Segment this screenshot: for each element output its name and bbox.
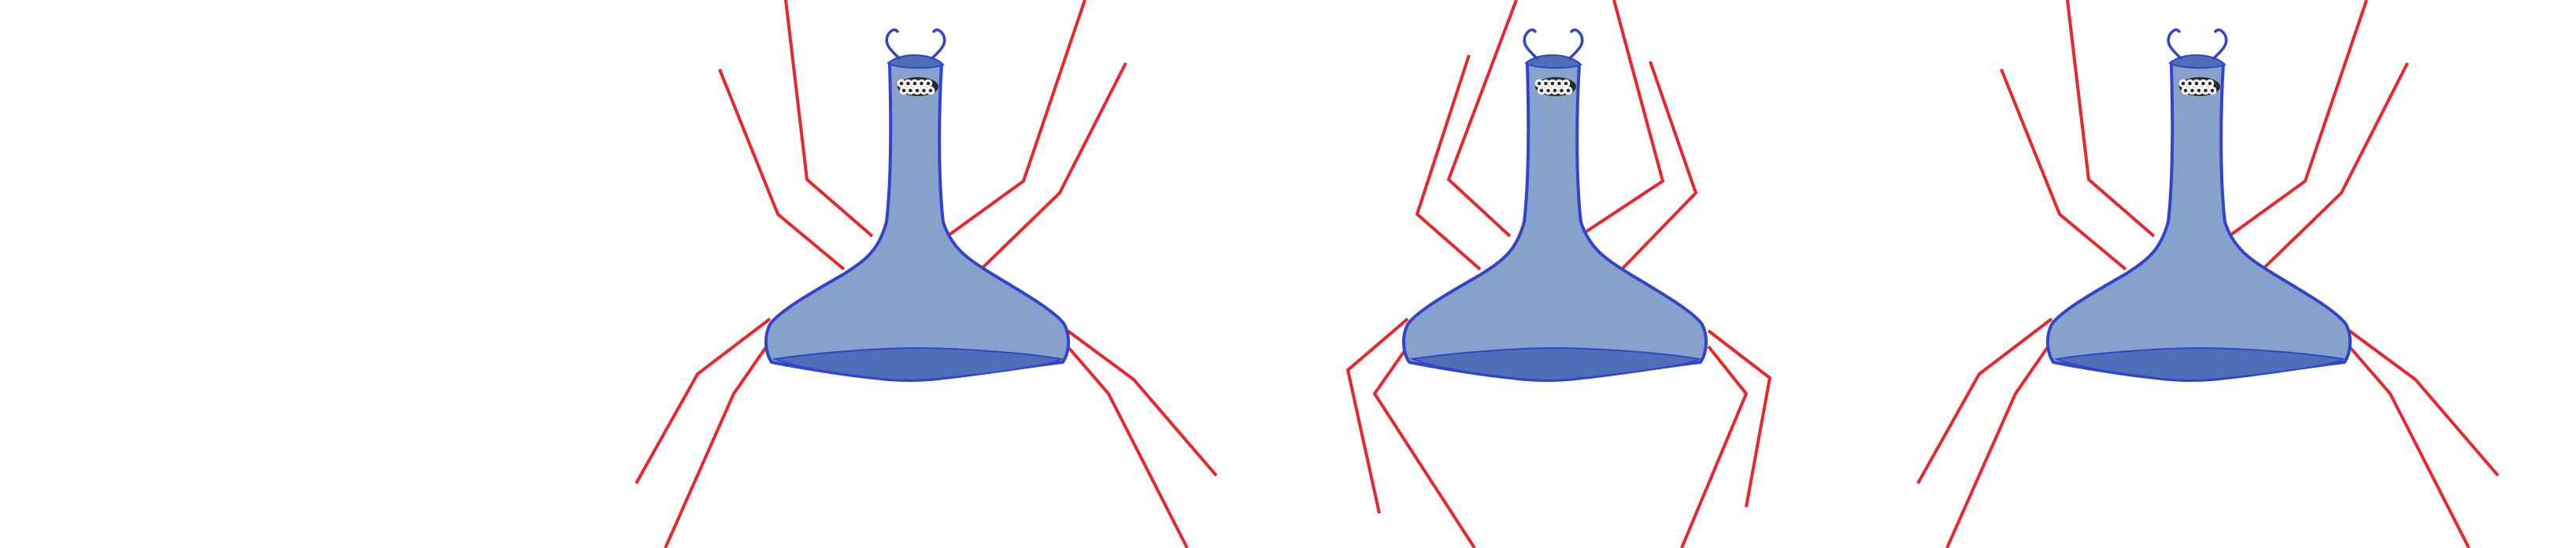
right-antenna [2212,28,2228,60]
eye-cluster [897,77,938,96]
front-left-leg [1446,0,1518,238]
mid-left-leg [1415,54,1482,271]
insect-body [764,58,1070,382]
right-antenna [1568,28,1584,60]
front-left-leg [784,0,874,238]
hind-right-outer [1707,329,1772,508]
hind-right-outer [1066,329,1218,477]
mid-left-leg [718,68,846,271]
water-strider-figure-1 [635,0,1218,548]
hind-right-inner [1066,345,1189,548]
eye-dot [2205,79,2215,88]
eye-cluster [1534,77,1576,96]
front-left-leg [2066,0,2156,238]
left-antenna [1523,28,1538,60]
mid-right-leg [1620,61,1698,271]
abdomen-band [772,346,1064,381]
front-right-leg [1582,0,1665,235]
abdomen-band [1409,346,1701,381]
hind-right-outer [2348,329,2500,477]
hind-right-inner [1680,345,1749,548]
mid-left-leg [2000,68,2127,271]
hind-left-inner [664,343,769,548]
left-antenna [2167,28,2182,60]
eye-cluster [2178,77,2220,96]
hind-left-outer [1916,317,2053,484]
hind-left-inner [1945,343,2051,548]
left-antenna [885,28,901,60]
hind-left-outer [1345,317,1409,514]
hind-left-outer [635,317,772,484]
eye-dot [1564,86,1573,95]
abdomen-band [2053,346,2345,381]
right-antenna [931,28,946,60]
hind-left-inner [1372,345,1476,548]
front-right-leg [2230,0,2368,236]
eye-dot [2208,86,2217,95]
front-right-leg [948,0,1086,236]
mid-right-leg [2261,62,2409,271]
mid-right-leg [979,62,1127,271]
water-strider-figure-2 [1345,0,1772,548]
hind-right-inner [2348,345,2471,548]
insect-body [2046,58,2352,382]
water-strider-figure-3 [1916,0,2500,548]
insect-body [1402,58,1708,382]
eye-dot [926,86,935,95]
eye-dot [923,79,933,88]
eye-dot [1561,79,1571,88]
